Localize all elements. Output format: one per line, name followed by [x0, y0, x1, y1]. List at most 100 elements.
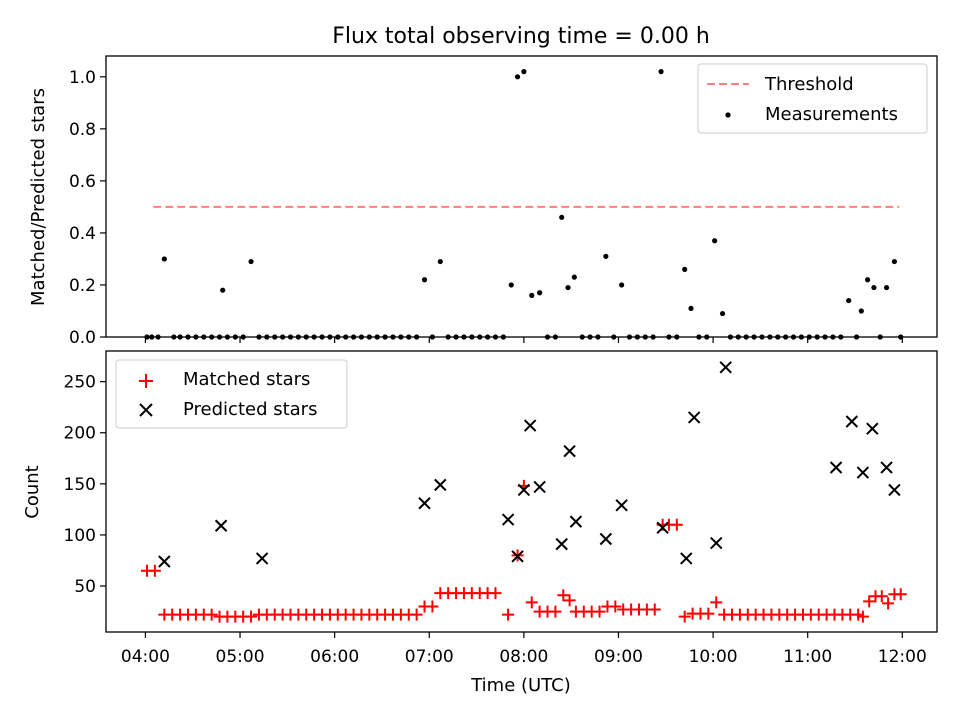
top-plot-marks	[144, 69, 904, 340]
measurements-legend-label: Measurements	[765, 104, 898, 125]
measurements-legend-marker	[725, 112, 731, 118]
matched-star-point	[563, 594, 576, 607]
measurement-point	[220, 287, 226, 293]
figure-title: Flux total observing time = 0.00 h	[332, 24, 710, 49]
top-y-tick-label: 1.0	[69, 68, 96, 88]
bottom-x-tick-label: 12:00	[878, 647, 927, 667]
predicted-star-point	[158, 555, 171, 568]
measurement-point	[514, 74, 521, 80]
measurement-point	[688, 305, 694, 311]
matched-star-point	[410, 608, 423, 621]
matched-star-point	[863, 595, 876, 608]
x-axis-label: Time (UTC)	[470, 675, 571, 696]
predicted-star-point	[599, 532, 613, 546]
top-y-tick-label: 0.4	[69, 224, 96, 244]
bottom-y-axis-label: Count	[22, 465, 43, 518]
predicted-star-point	[533, 480, 546, 494]
measurement-point	[846, 297, 852, 304]
bottom-y-tick-label: 50	[74, 577, 96, 597]
bottom-y-tick-label: 250	[64, 373, 96, 393]
measurement-point	[682, 266, 688, 272]
measurement-point	[712, 238, 718, 244]
bottom-y-tick-label: 150	[64, 475, 96, 495]
predicted-star-point	[615, 499, 628, 512]
bottom-y-ticks: 50 100 150 200 250	[64, 373, 106, 597]
predicted-star-point	[719, 361, 732, 374]
predicted-star-point	[434, 478, 447, 492]
predicted-star-point	[656, 521, 669, 534]
measurement-point	[565, 284, 571, 291]
matched-star-point	[502, 608, 515, 621]
bottom-axes-frame	[105, 350, 938, 633]
predicted-star-point	[555, 537, 568, 551]
bottom-x-tick-label: 09:00	[594, 647, 643, 667]
matched-star-point	[205, 608, 218, 621]
matched-star-point	[593, 605, 606, 618]
top-y-tick-label: 0.8	[69, 120, 96, 140]
measurement-point	[161, 256, 167, 262]
measurement-point	[508, 282, 514, 288]
matched-star-point	[549, 605, 562, 618]
predicted-star-point	[563, 444, 576, 458]
predicted-star-point	[523, 419, 537, 432]
top-y-tick-label: 0.0	[69, 328, 96, 348]
matched-legend-marker	[139, 374, 153, 388]
matched-star-point	[557, 589, 570, 602]
predicted-star-point	[255, 552, 269, 565]
predicted-star-point	[845, 415, 859, 428]
matched-star-point	[678, 610, 691, 623]
measurement-point	[421, 277, 428, 283]
bottom-x-ticks: 04:00 05:00 06:00 07:00 08:00 09:00 10:00 11:00…	[121, 632, 927, 667]
top-panel: 0.0 0.2 0.4 0.6 0.8 1.0 Matched/Predicted sta…	[28, 55, 938, 348]
matched-star-point	[489, 587, 502, 600]
top-legend-box	[697, 63, 928, 134]
measurement-point	[658, 69, 664, 75]
predicted-star-point	[214, 519, 228, 532]
top-x-ticks	[144, 337, 903, 343]
predicted-star-point	[501, 513, 515, 526]
matched-legend-label: Matched stars	[183, 369, 310, 390]
measurement-point	[871, 284, 877, 291]
measurement-point	[603, 253, 609, 259]
measurement-point	[537, 290, 543, 296]
top-y-tick-label: 0.2	[69, 276, 96, 296]
matched-star-point	[702, 607, 715, 620]
predicted-star-point	[880, 461, 893, 474]
predicted-star-point	[511, 550, 524, 563]
predicted-star-point	[687, 411, 701, 424]
top-y-axis-label: Matched/Predicted stars	[28, 88, 49, 306]
measurement-point	[571, 274, 577, 280]
measurement-point	[719, 310, 726, 317]
matched-star-point	[609, 600, 622, 613]
bottom-y-tick-label: 200	[64, 424, 96, 444]
matched-star-point	[525, 596, 538, 609]
predicted-star-point	[710, 536, 723, 550]
threshold-legend-label: Threshold	[764, 74, 854, 95]
top-legend: Threshold Measurements	[697, 63, 928, 134]
measurement-point	[248, 258, 254, 265]
predicted-star-point	[418, 497, 431, 510]
bottom-x-tick-label: 06:00	[310, 647, 359, 667]
measurement-point	[619, 282, 625, 288]
bottom-x-tick-label: 05:00	[216, 647, 265, 667]
matched-star-point	[882, 597, 895, 610]
bottom-x-tick-label: 10:00	[689, 647, 738, 667]
measurement-point	[529, 292, 535, 298]
top-axes-frame	[105, 55, 938, 338]
measurement-point	[883, 284, 890, 291]
bottom-panel: 50 100 150 200 250 04:00 05:00 06:00 07:00 08:00…	[22, 350, 938, 696]
predicted-star-point	[856, 466, 870, 479]
matched-star-point	[856, 610, 869, 623]
matched-star-point	[710, 596, 723, 609]
bottom-plot-marks	[140, 361, 907, 623]
predicted-legend-label: Predicted stars	[183, 399, 317, 420]
measurement-point	[559, 214, 565, 220]
matched-star-point	[894, 588, 907, 601]
bottom-legend-box	[115, 359, 348, 429]
predicted-star-point	[569, 515, 583, 528]
predicted-legend-marker	[139, 403, 153, 417]
top-y-tick-label: 0.6	[69, 172, 96, 192]
predicted-star-point	[888, 483, 901, 497]
matched-star-point	[245, 610, 258, 623]
